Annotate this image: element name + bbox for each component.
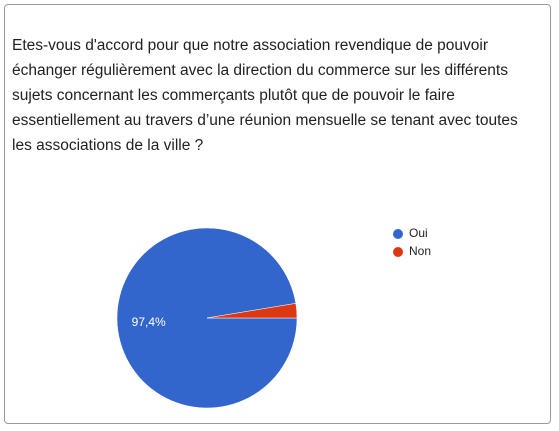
legend-marker — [393, 247, 403, 257]
legend-label: Non — [409, 244, 431, 258]
legend-marker — [393, 229, 403, 239]
data-label: 97,4% — [132, 315, 166, 329]
legend-label: Oui — [409, 226, 428, 240]
card — [4, 4, 551, 424]
chart-title: Etes-vous d'accord pour que notre associ… — [12, 37, 518, 154]
pie-slice — [206, 303, 298, 319]
